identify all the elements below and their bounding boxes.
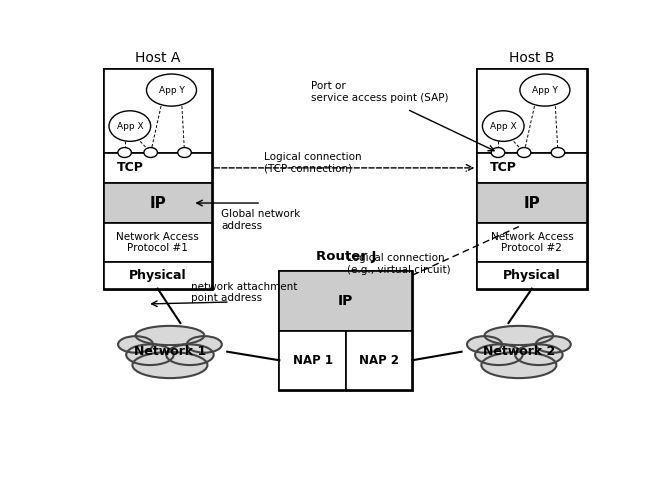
Ellipse shape (146, 74, 196, 106)
Text: NAP 1: NAP 1 (292, 354, 333, 367)
Bar (345, 331, 412, 390)
Ellipse shape (187, 336, 222, 353)
Ellipse shape (515, 344, 562, 365)
Text: Network 1: Network 1 (134, 345, 206, 358)
Bar (280, 271, 412, 390)
Bar (477, 152, 587, 183)
Text: Router J: Router J (316, 249, 376, 263)
Bar (103, 183, 212, 223)
Ellipse shape (481, 352, 556, 378)
Text: App X: App X (490, 122, 517, 130)
Text: TCP: TCP (491, 161, 517, 175)
Ellipse shape (482, 111, 524, 141)
Text: IP: IP (338, 294, 353, 308)
Text: Logical connection
(TCP connection): Logical connection (TCP connection) (263, 152, 362, 174)
Text: network attachment
point address: network attachment point address (191, 282, 297, 303)
Text: NAP 2: NAP 2 (359, 354, 399, 367)
Ellipse shape (136, 326, 204, 345)
Ellipse shape (485, 326, 553, 345)
Bar (477, 69, 587, 152)
Ellipse shape (520, 74, 570, 106)
Bar (103, 223, 212, 262)
Text: Global network
address: Global network address (221, 209, 300, 231)
Bar (477, 69, 587, 289)
Text: Network Access
Protocol #2: Network Access Protocol #2 (491, 232, 573, 253)
Bar (103, 69, 212, 152)
Ellipse shape (126, 344, 173, 365)
Ellipse shape (166, 344, 214, 365)
Text: App X: App X (116, 122, 143, 130)
Text: App Y: App Y (532, 86, 558, 95)
Ellipse shape (109, 111, 151, 141)
Text: Logical connection
(e.g., virtual circuit): Logical connection (e.g., virtual circui… (347, 253, 451, 275)
Text: Host A: Host A (135, 51, 180, 64)
Text: Physical: Physical (503, 269, 560, 282)
Ellipse shape (177, 147, 192, 158)
Bar (103, 152, 212, 183)
Ellipse shape (144, 147, 157, 158)
Bar (477, 183, 587, 223)
Ellipse shape (517, 147, 531, 158)
Ellipse shape (491, 147, 505, 158)
Bar (477, 223, 587, 262)
Bar (280, 271, 412, 331)
Ellipse shape (475, 344, 523, 365)
Bar (477, 262, 587, 289)
Text: IP: IP (523, 195, 540, 210)
Bar (103, 69, 212, 289)
Ellipse shape (118, 147, 132, 158)
Text: Port or
service access point (SAP): Port or service access point (SAP) (310, 81, 448, 103)
Ellipse shape (536, 336, 571, 353)
Ellipse shape (118, 336, 153, 353)
Ellipse shape (551, 147, 564, 158)
Text: Network 2: Network 2 (482, 345, 555, 358)
Ellipse shape (132, 352, 208, 378)
Bar (103, 262, 212, 289)
Bar (280, 331, 345, 390)
Ellipse shape (467, 336, 502, 353)
Text: App Y: App Y (159, 86, 184, 95)
Text: TCP: TCP (117, 161, 144, 175)
Text: Host B: Host B (509, 51, 554, 64)
Text: IP: IP (149, 195, 166, 210)
Text: Network Access
Protocol #1: Network Access Protocol #1 (116, 232, 199, 253)
Text: Physical: Physical (129, 269, 187, 282)
